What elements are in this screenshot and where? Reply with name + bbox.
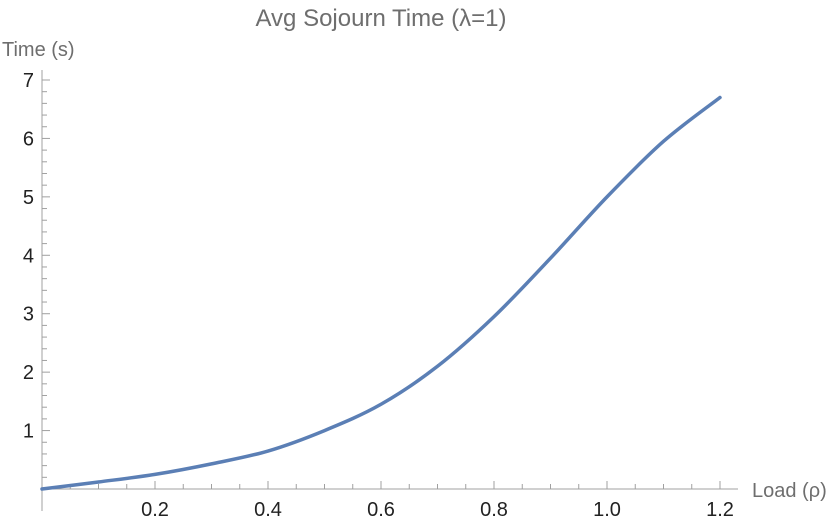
chart-title: Avg Sojourn Time (λ=1): [255, 5, 506, 32]
y-tick-label: 1: [23, 421, 34, 443]
x-tick-label: 1.2: [706, 499, 734, 521]
series-line: [40, 95, 722, 491]
y-tick-label: 6: [23, 128, 34, 150]
y-tick-label: 2: [23, 362, 34, 384]
series-layer: [40, 95, 722, 491]
y-tick-label: 5: [23, 187, 34, 209]
x-axis-ticks: 0.2 0.4 0.6 0.8 1.0 1.2: [69, 481, 734, 521]
y-tick-label: 3: [23, 304, 34, 326]
x-tick-label: 0.2: [141, 499, 169, 521]
x-tick-label: 0.8: [480, 499, 508, 521]
y-tick-label: 7: [23, 70, 34, 92]
x-axis-label: Load (ρ): [752, 480, 827, 502]
y-axis-ticks: 1 2 3 4 5 6 7: [23, 70, 50, 478]
x-tick-label: 0.6: [367, 499, 395, 521]
x-tick-label: 1.0: [593, 499, 621, 521]
x-tick-label: 0.4: [254, 499, 282, 521]
y-axis-label: Time (s): [2, 39, 75, 61]
y-tick-label: 4: [23, 245, 34, 267]
